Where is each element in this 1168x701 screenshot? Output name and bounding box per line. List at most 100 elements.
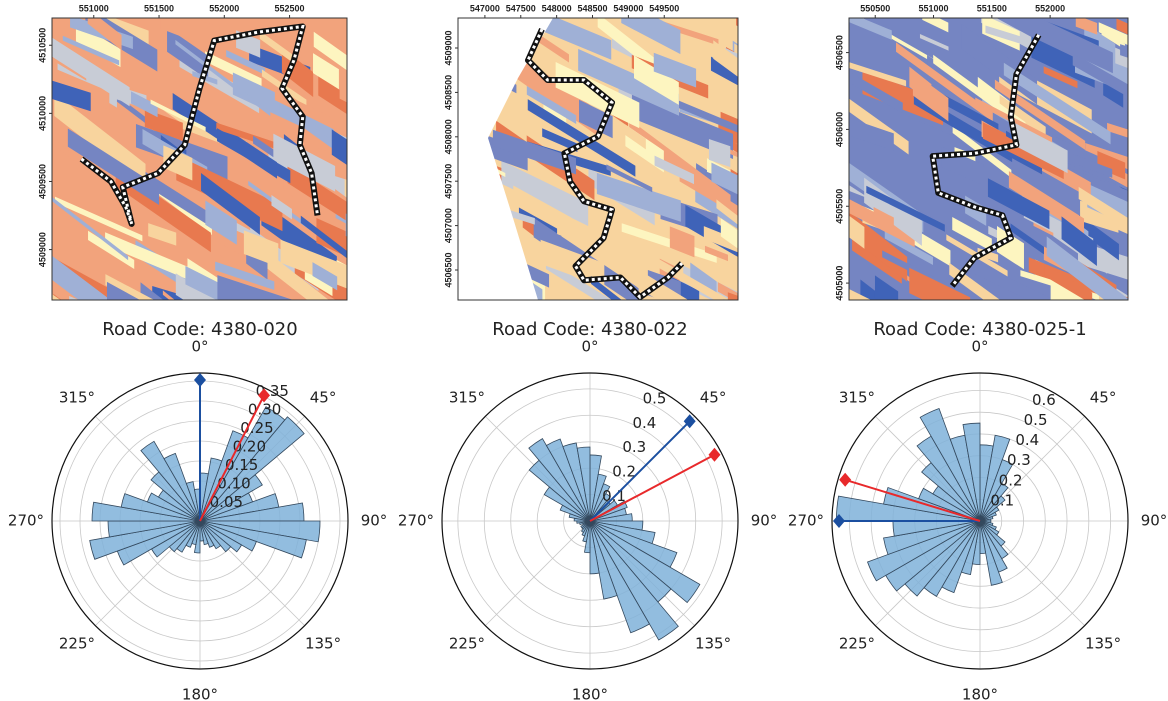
terrain-patch bbox=[1152, 77, 1168, 119]
terrain-patch bbox=[347, 57, 410, 114]
theta-tick-label: 90° bbox=[751, 512, 778, 530]
theta-tick-label: 315° bbox=[839, 388, 875, 406]
terrain-patch bbox=[738, 158, 831, 224]
terrain-patch bbox=[731, 140, 782, 180]
terrain-patch bbox=[352, 15, 434, 85]
terrain-patch bbox=[761, 277, 797, 299]
r-tick-label: 0.4 bbox=[632, 414, 656, 432]
terrain-patch bbox=[1143, 0, 1166, 27]
theta-tick-label: 135° bbox=[1085, 635, 1121, 653]
direction-marker bbox=[708, 448, 720, 462]
terrain-patch bbox=[1156, 121, 1168, 166]
terrain-patch bbox=[364, 181, 412, 227]
y-tick-label: 4507000 bbox=[443, 208, 453, 243]
x-tick-label: 552500 bbox=[275, 3, 305, 13]
terrain-patch bbox=[750, 254, 786, 284]
x-tick-label: 548000 bbox=[542, 3, 572, 13]
terrain-patch bbox=[1128, 86, 1168, 158]
terrain-patch bbox=[746, 273, 832, 340]
y-tick-label: 4510000 bbox=[37, 96, 47, 131]
y-tick-label: 4505500 bbox=[834, 189, 844, 224]
terrain-patch bbox=[346, 214, 427, 272]
theta-tick-label: 0° bbox=[581, 338, 598, 356]
y-tick-label: 4506500 bbox=[443, 252, 453, 287]
terrain-patch bbox=[1154, 115, 1168, 195]
y-tick-label: 4507500 bbox=[443, 164, 453, 199]
theta-tick-label: 0° bbox=[971, 338, 988, 356]
y-tick-label: 4509000 bbox=[443, 30, 453, 65]
theta-tick-label: 135° bbox=[695, 635, 731, 653]
terrain-patch bbox=[1129, 165, 1168, 255]
r-tick-label: 0.25 bbox=[240, 419, 273, 437]
terrain-patch bbox=[1140, 65, 1168, 107]
terrain-patch bbox=[736, 233, 775, 260]
y-tick-label: 4506500 bbox=[834, 35, 844, 70]
terrain-patch bbox=[733, 41, 794, 95]
terrain-patch bbox=[370, 174, 443, 243]
theta-tick-label: 45° bbox=[700, 388, 727, 406]
theta-tick-label: 45° bbox=[310, 388, 337, 406]
direction-marker bbox=[839, 473, 851, 487]
direction-marker bbox=[194, 373, 206, 387]
theta-tick-label: 225° bbox=[449, 635, 485, 653]
y-tick-label: 4508500 bbox=[443, 75, 453, 110]
theta-tick-label: 45° bbox=[1090, 388, 1117, 406]
terrain-patch bbox=[758, 235, 828, 276]
terrain-patch bbox=[1164, 295, 1168, 360]
terrain-patch bbox=[365, 17, 407, 45]
terrain-patch bbox=[728, 292, 801, 342]
r-tick-label: 0.6 bbox=[1032, 391, 1056, 409]
theta-tick-label: 180° bbox=[962, 686, 998, 701]
terrain-patch bbox=[370, 21, 406, 55]
terrain-patch bbox=[341, 35, 389, 74]
direction-line bbox=[590, 421, 690, 521]
terrain-patch bbox=[709, 316, 784, 385]
terrain-patch bbox=[771, 227, 811, 282]
terrain-patch bbox=[358, 220, 436, 296]
terrain-patch bbox=[772, 63, 815, 113]
theta-tick-label: 315° bbox=[449, 388, 485, 406]
terrain-patch bbox=[770, 270, 806, 318]
r-tick-label: 0.1 bbox=[990, 491, 1014, 509]
terrain-patch bbox=[736, 7, 823, 84]
y-tick-label: 4506000 bbox=[834, 112, 844, 147]
x-tick-label: 552000 bbox=[1035, 3, 1065, 13]
y-tick-label: 4508000 bbox=[443, 119, 453, 154]
terrain-patch bbox=[742, 171, 826, 223]
x-tick-label: 550500 bbox=[860, 3, 890, 13]
terrain-patch bbox=[1158, 147, 1168, 197]
theta-tick-label: 90° bbox=[361, 512, 388, 530]
x-tick-label: 547000 bbox=[470, 3, 500, 13]
terrain-patch bbox=[771, 63, 792, 78]
terrain-patch bbox=[771, 106, 806, 133]
theta-tick-label: 225° bbox=[59, 635, 95, 653]
terrain-patch bbox=[745, 77, 819, 137]
terrain-patch bbox=[385, 22, 442, 50]
terrain-patch bbox=[731, 296, 781, 344]
terrain-patch bbox=[713, 306, 812, 354]
y-tick-label: 4509500 bbox=[37, 164, 47, 199]
terrain-patch bbox=[344, 285, 444, 377]
r-tick-label: 0.3 bbox=[622, 438, 646, 456]
r-tick-label: 0.5 bbox=[643, 389, 667, 407]
theta-tick-label: 270° bbox=[788, 512, 824, 530]
terrain-patch bbox=[367, 223, 403, 252]
terrain-patch bbox=[345, 178, 397, 230]
y-tick-label: 4510500 bbox=[37, 28, 47, 63]
theta-tick-label: 225° bbox=[839, 635, 875, 653]
terrain-patch bbox=[12, 294, 58, 333]
figure: 5510005515005520005525004509000450950045… bbox=[0, 0, 1168, 701]
terrain-patch bbox=[761, 10, 793, 56]
terrain-patch bbox=[718, 282, 776, 323]
x-tick-label: 551000 bbox=[919, 3, 949, 13]
r-tick-label: 0.2 bbox=[999, 471, 1023, 489]
terrain-patch bbox=[16, 78, 43, 98]
terrain-patch bbox=[744, 240, 776, 289]
y-tick-label: 4505000 bbox=[834, 266, 844, 301]
theta-tick-label: 0° bbox=[191, 338, 208, 356]
r-tick-label: 0.5 bbox=[1024, 411, 1048, 429]
r-tick-label: 0.4 bbox=[1015, 431, 1039, 449]
x-tick-label: 552000 bbox=[209, 3, 239, 13]
terrain-patch bbox=[1136, 177, 1168, 259]
theta-tick-label: 180° bbox=[572, 686, 608, 701]
